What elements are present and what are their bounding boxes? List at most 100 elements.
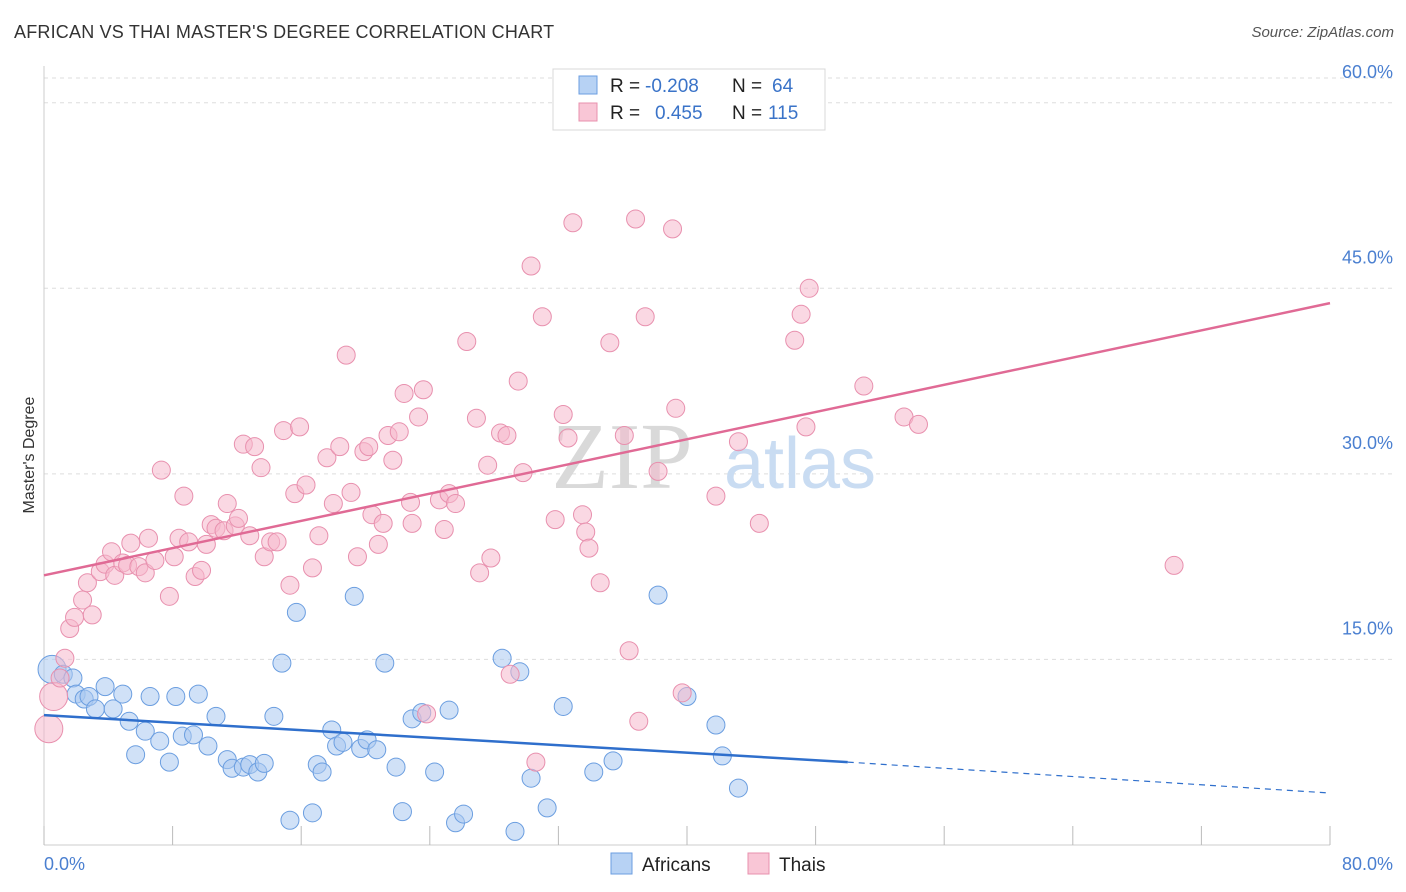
africans-trend-line (43, 713, 848, 764)
thai-point (229, 508, 249, 528)
thai-point (558, 428, 578, 448)
african-point (537, 798, 557, 818)
thai-point (77, 573, 97, 593)
african-point (425, 762, 445, 782)
african-point (648, 585, 668, 605)
african-point (439, 700, 459, 720)
african-point (312, 762, 332, 782)
thai-point (1164, 555, 1184, 575)
african-point (159, 752, 179, 772)
thai-point (579, 538, 599, 558)
source-label: Source: ZipAtlas.com (1251, 24, 1394, 41)
thai-point (470, 563, 490, 583)
african-point (95, 677, 115, 697)
thai-point (576, 522, 596, 542)
series-legend-swatch-africans (610, 852, 633, 875)
legend-r-value-2: 0.455 (655, 103, 703, 124)
thai-point (174, 486, 194, 506)
thai-point (336, 345, 356, 365)
african-point (206, 706, 226, 726)
y-axis-label: Master's Degree (21, 396, 38, 513)
series-legend-label-thais: Thais (779, 855, 825, 876)
african-point (344, 586, 364, 606)
african-point (188, 684, 208, 704)
african-point (302, 803, 322, 823)
african-point (183, 725, 203, 745)
y-tick-label-15: 15.0% (1342, 619, 1393, 639)
african-point (505, 821, 525, 841)
thai-point (280, 575, 300, 595)
thai-point (478, 455, 498, 475)
thai-point (629, 711, 649, 731)
watermark-atlas: atlas (724, 424, 876, 504)
thai-point (854, 376, 874, 396)
thai-point (309, 526, 329, 546)
thai-point (497, 426, 517, 446)
african-point (280, 810, 300, 830)
thai-point (521, 256, 541, 276)
african-point (333, 732, 353, 752)
series-legend: Africans Thais (610, 852, 825, 876)
african-point (140, 687, 160, 707)
y-tick-label-60: 60.0% (1342, 62, 1393, 82)
thai-point (553, 404, 573, 424)
thai-point (457, 332, 477, 352)
series-legend-label-africans: Africans (642, 855, 711, 876)
thai-point (383, 450, 403, 470)
thai-point (526, 752, 546, 772)
watermark-zip: ZIP (552, 405, 693, 509)
legend-swatch-thais (578, 102, 598, 122)
thai-point (796, 417, 816, 437)
y-tick-label-45: 45.0% (1342, 247, 1393, 267)
thai-point (666, 398, 686, 418)
african-point (521, 768, 541, 788)
african-point (286, 602, 306, 622)
african-point (492, 648, 512, 668)
thai-point (323, 494, 343, 514)
thai-point (359, 437, 379, 457)
thai-point (446, 494, 466, 514)
thai-point (434, 520, 454, 540)
thai-point (573, 505, 593, 525)
african-point (392, 802, 412, 822)
legend-n-label-1: N = (732, 76, 762, 97)
thai-point (302, 558, 322, 578)
thai-point (65, 607, 85, 627)
thai-point (706, 486, 726, 506)
thai-point (908, 414, 928, 434)
legend-n-value-2: 115 (768, 103, 798, 124)
thai-point (55, 648, 75, 668)
thai-point (409, 407, 429, 427)
african-point (584, 762, 604, 782)
thai-point (590, 573, 610, 593)
african-point (603, 751, 623, 771)
african-point (85, 699, 105, 719)
african-point (728, 778, 748, 798)
thai-point (413, 380, 433, 400)
thai-point (791, 304, 811, 324)
thai-point (341, 482, 361, 502)
thai-point (330, 437, 350, 457)
thai-point (614, 426, 634, 446)
thai-point (389, 422, 409, 442)
thai-point (500, 664, 520, 684)
thai-point (50, 668, 70, 688)
thai-point (121, 533, 141, 553)
thai-point (785, 330, 805, 350)
chart-title: AFRICAN VS THAI MASTER'S DEGREE CORRELAT… (14, 22, 555, 42)
thai-point (217, 494, 237, 514)
african-point (272, 653, 292, 673)
african-point (553, 696, 573, 716)
thai-point (179, 532, 199, 552)
african-point (126, 745, 146, 765)
thai-point (373, 513, 393, 533)
thai-point (672, 683, 692, 703)
thai-point (799, 278, 819, 298)
series-legend-swatch-thais (747, 852, 770, 875)
x-tick-label-max: 80.0% (1342, 854, 1393, 874)
thai-point (635, 307, 655, 327)
african-point (367, 740, 387, 760)
thai-point (663, 219, 683, 239)
thai-point (34, 714, 64, 744)
thai-point (317, 448, 337, 468)
